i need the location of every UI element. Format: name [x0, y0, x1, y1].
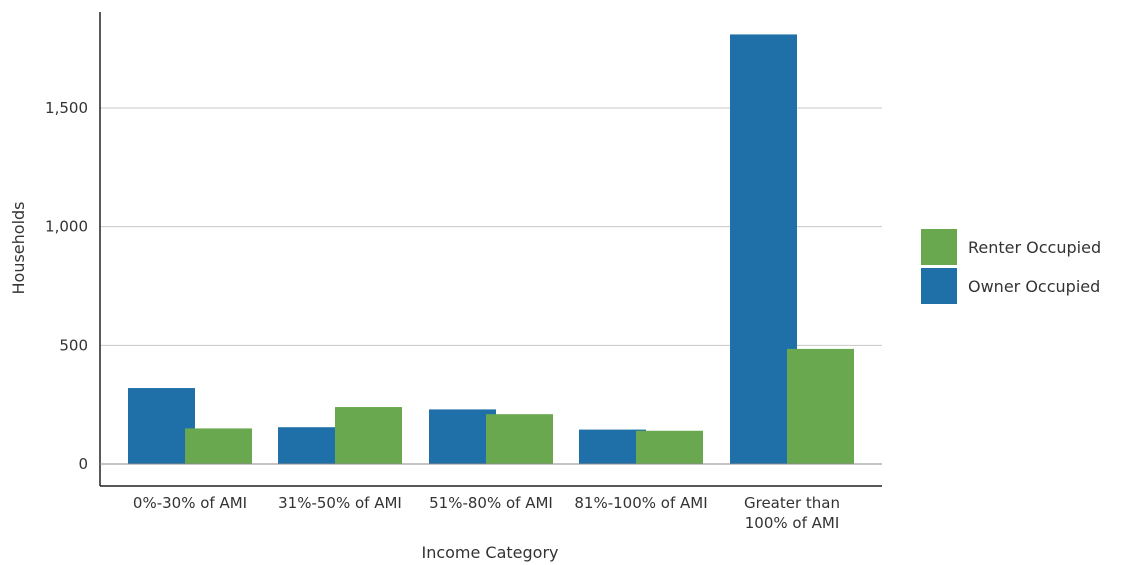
bar-renter-occupied [486, 414, 553, 464]
bar-renter-occupied [787, 348, 854, 464]
legend-swatch [921, 229, 957, 265]
bar-owner-occupied [579, 429, 646, 464]
bar-owner-occupied [730, 34, 797, 464]
legend-label: Owner Occupied [968, 277, 1100, 296]
bar-owner-occupied [128, 388, 195, 464]
y-tick-labels: 0 500 1,000 1,500 [45, 99, 88, 473]
y-axis-title: Households [9, 201, 28, 294]
bar-owner-occupied [278, 427, 345, 464]
x-tick-labels: 0%-30% of AMI 31%-50% of AMI 51%-80% of AM… [133, 494, 840, 532]
x-tick-label: 0%-30% of AMI [133, 494, 247, 512]
axes [99, 12, 882, 487]
bar-renter-occupied [335, 407, 402, 464]
x-tick-label: 81%-100% of AMI [574, 494, 707, 512]
legend-swatch [921, 268, 957, 304]
x-tick-label: 51%-80% of AMI [429, 494, 553, 512]
bar-renter-occupied [185, 428, 252, 464]
y-tick-label: 0 [78, 455, 88, 473]
bar-owner-occupied [429, 409, 496, 464]
x-axis-title: Income Category [421, 543, 558, 562]
y-tick-label: 1,000 [45, 218, 88, 236]
x-tick-label: Greater than 100% of AMI [744, 494, 840, 532]
x-tick-label: 31%-50% of AMI [278, 494, 402, 512]
bar-renter-occupied [636, 430, 703, 464]
legend-label: Renter Occupied [968, 238, 1101, 257]
y-tick-label: 1,500 [45, 99, 88, 117]
bars [128, 34, 854, 464]
y-tick-label: 500 [59, 336, 88, 354]
legend: Renter Occupied Owner Occupied [921, 229, 1101, 304]
